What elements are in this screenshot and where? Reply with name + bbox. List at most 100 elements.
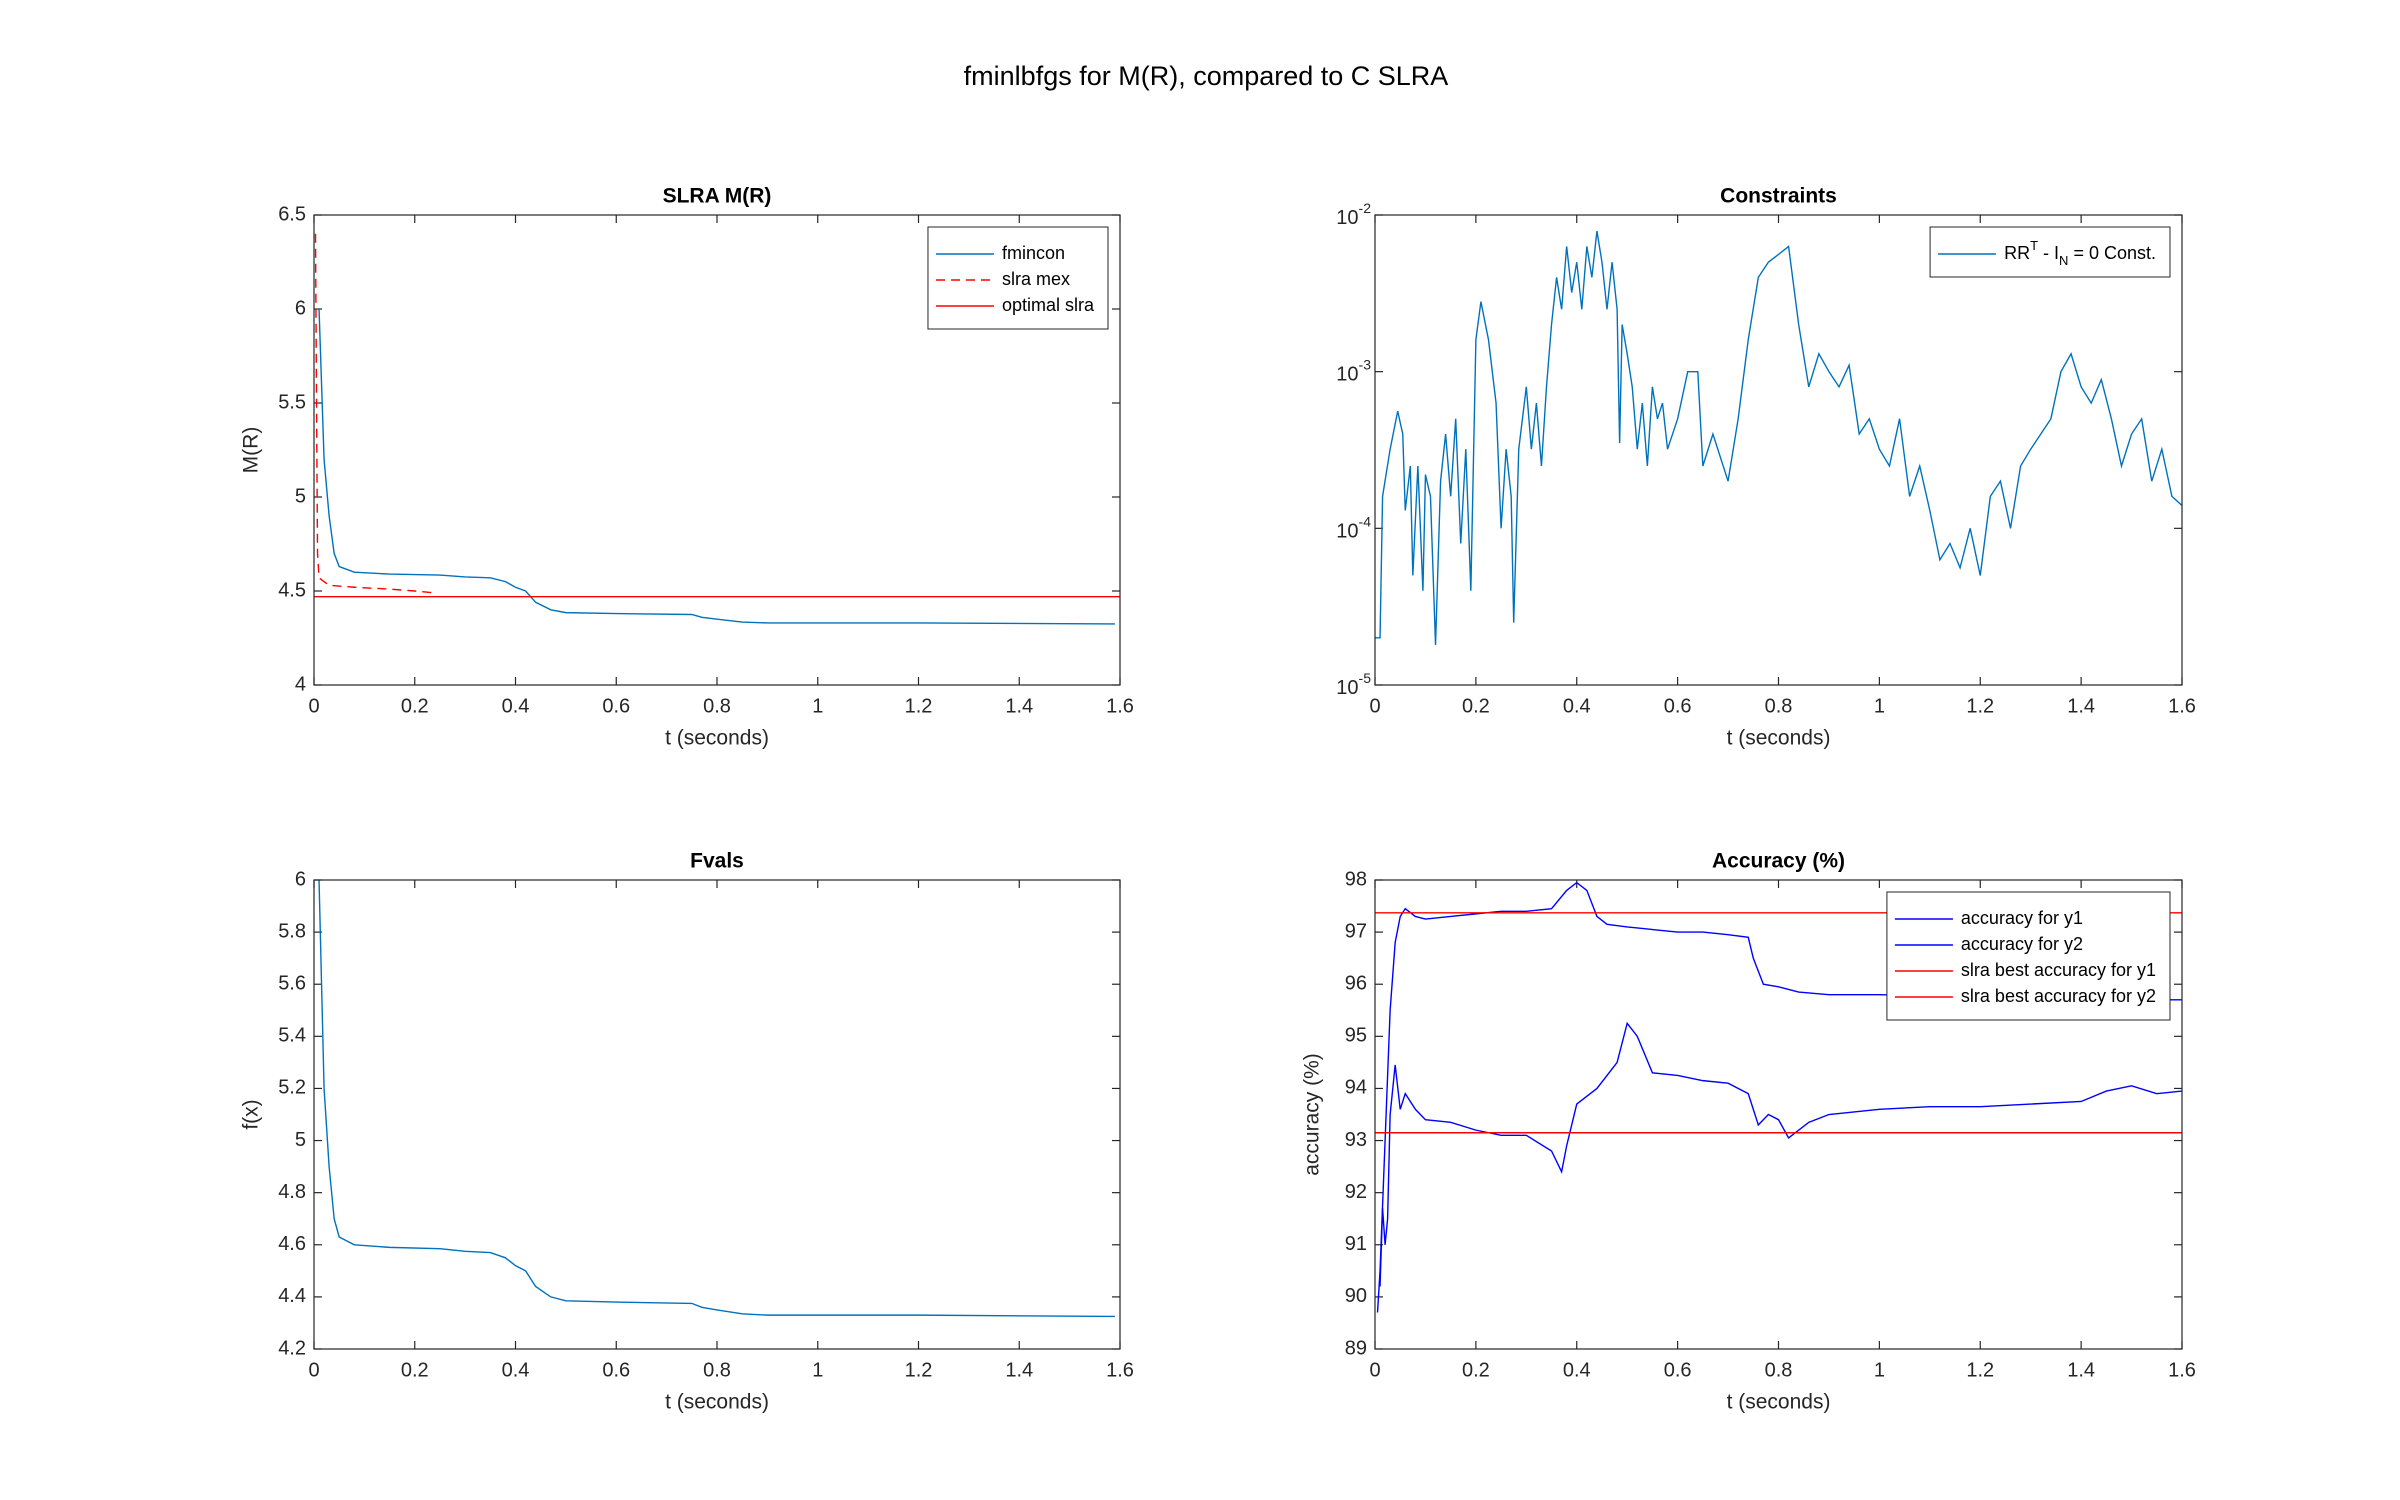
y-tick-label: 4.8 [278,1181,306,1203]
legend-label-part: RR [2004,243,2030,263]
y-tick-exponent: -4 [1359,513,1372,529]
x-axis-label: t (seconds) [1727,1391,1831,1414]
axes-title: Accuracy (%) [1712,850,1845,873]
x-tick-label: 0.8 [703,1359,731,1381]
legend: RRT - IN = 0 Const. [1929,226,2171,278]
y-tick-label: 6 [295,868,306,890]
axes-title: Constraints [1720,185,1837,208]
x-axis-label: t (seconds) [665,727,769,750]
legend-box [927,226,1109,330]
y-tick-label: 4.4 [278,1285,306,1307]
x-tick-label: 0.2 [1462,1359,1490,1381]
x-tick-label: 1.6 [1106,695,1134,717]
legend-label: slra mex [1002,269,1070,289]
legend-label: accuracy for y2 [1961,934,2083,954]
y-axis-label: M(R) [240,427,263,474]
y-tick-label: 10-5 [1336,670,1371,700]
y-tick-label: 96 [1345,973,1367,995]
x-tick-label: 1.4 [1005,1359,1033,1381]
x-tick-label: 1.2 [905,695,933,717]
y-tick-label: 5.4 [278,1025,306,1047]
x-tick-label: 0.4 [1563,695,1591,717]
axes: 0 0.2 0.4 0.6 0.8 1 1.2 1.4 1.6 4 4.5 5 5.5 6 6.5 SLRA … [240,185,1134,750]
x-tick-label: 0.4 [502,695,530,717]
y-tick-label: 4.2 [278,1337,306,1359]
x-tick-label: 1.2 [905,1359,933,1381]
series-line [318,880,1115,1318]
x-tick-label: 1.6 [2168,695,2196,717]
x-tick-label: 0 [1369,695,1380,717]
x-tick-label: 1.4 [2067,695,2095,717]
figure-title: fminlbfgs for M(R), compared to C SLRA [964,61,1449,91]
x-tick-label: 0 [308,1359,319,1381]
y-tick-base: 10 [1336,521,1358,543]
x-tick-label: 0 [308,695,319,717]
y-tick-base: 10 [1336,677,1358,699]
y-tick-label: 5.8 [278,920,306,942]
y-tick-label: 5.2 [278,1077,306,1099]
series-line [1375,230,2182,646]
y-tick-label: 90 [1345,1285,1367,1307]
x-tick-label: 1 [1874,695,1885,717]
legend-label: accuracy for y1 [1961,908,2083,928]
legend-label: slra best accuracy for y1 [1961,960,2156,980]
legend-label-part: N [2059,253,2068,268]
legend-label: slra best accuracy for y2 [1961,986,2156,1006]
x-tick-label: 0.8 [703,695,731,717]
y-tick-exponent: -2 [1359,200,1372,216]
axes-box [1374,214,2183,686]
x-tick-label: 1.6 [2168,1359,2196,1381]
y-tick-label: 6 [295,297,306,319]
legend: accuracy for y1 accuracy for y2 slra best … [1886,891,2171,1021]
x-axis-label: t (seconds) [1727,727,1831,750]
y-axis-label: accuracy (%) [1301,1053,1324,1176]
axes: 0 0.2 0.4 0.6 0.8 1 1.2 1.4 1.6 4.2 4.4 4.6 4.8 5 5.2 5… [240,850,1134,1414]
axes-box [1374,879,2183,1350]
x-tick-label: 1.2 [1966,1359,1994,1381]
y-tick-label: 5.5 [278,391,306,413]
axes-box [313,879,1121,1350]
y-tick-label: 92 [1345,1181,1367,1203]
axes-box [313,214,1121,686]
x-tick-label: 0.6 [1664,695,1692,717]
x-tick-label: 1.2 [1966,695,1994,717]
legend-label-part: - I [2038,243,2059,263]
y-tick-label: 89 [1345,1337,1367,1359]
legend-label-part: = 0 Const. [2068,243,2156,263]
legend-box [1886,891,2171,1021]
y-tick-label: 10-2 [1336,200,1371,230]
plot-area [314,880,1120,1349]
axes: 0 0.2 0.4 0.6 0.8 1 1.2 1.4 1.6 89 90 91 92 93 94 95 96 9… [1301,850,2196,1414]
x-tick-label: 1.4 [2067,1359,2095,1381]
y-tick-label: 94 [1345,1077,1367,1099]
legend: fmincon slra mex optimal slra [927,226,1109,330]
y-tick-exponent: -3 [1359,356,1372,372]
y-axis-label: f(x) [240,1099,263,1129]
series-line [318,308,1115,625]
legend-label: optimal slra [1002,295,1095,315]
y-tick-label: 95 [1345,1025,1367,1047]
x-tick-label: 1 [812,695,823,717]
plot-area [1375,215,2182,685]
y-tick-label: 5 [295,1129,306,1151]
x-tick-label: 1.6 [1106,1359,1134,1381]
y-tick-label: 5 [295,485,306,507]
y-tick-label: 98 [1345,868,1367,890]
x-tick-label: 0.6 [1664,1359,1692,1381]
x-tick-label: 1.4 [1005,695,1033,717]
series-line [1379,1021,2182,1287]
x-tick-label: 1 [1874,1359,1885,1381]
y-tick-label: 97 [1345,920,1367,942]
x-tick-label: 0.8 [1765,695,1793,717]
y-tick-label: 6.5 [278,203,306,225]
axes: 0 0.2 0.4 0.6 0.8 1 1.2 1.4 1.610-510-410-310-2C… [1336,185,2196,750]
x-tick-label: 0.2 [1462,695,1490,717]
x-tick-label: 0.6 [602,695,630,717]
x-tick-label: 0.4 [1563,1359,1591,1381]
y-tick-exponent: -5 [1359,670,1372,686]
axes-title: Fvals [690,850,744,873]
legend-label: RRT - IN = 0 Const. [2004,238,2156,268]
y-tick-label: 4.5 [278,579,306,601]
x-tick-label: 0.8 [1765,1359,1793,1381]
